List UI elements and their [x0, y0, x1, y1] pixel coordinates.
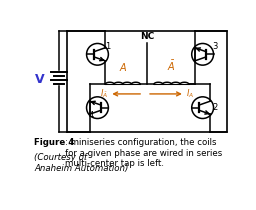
Bar — [67, 31, 227, 132]
Text: $\bar{A}$: $\bar{A}$ — [167, 59, 176, 73]
Text: 3: 3 — [212, 42, 217, 51]
Text: V: V — [35, 73, 45, 86]
Text: 4: 4 — [89, 111, 94, 120]
Text: Figure 4: Figure 4 — [34, 138, 74, 147]
Text: 2: 2 — [212, 103, 217, 112]
Text: NC: NC — [140, 32, 154, 41]
Text: $I_{\bar{A}}$: $I_{\bar{A}}$ — [100, 88, 108, 100]
Text: : miniseries configuration, the coils
for a given phase are wired in series
mult: : miniseries configuration, the coils fo… — [65, 138, 222, 168]
Text: A: A — [120, 63, 126, 73]
Text: (Courtesy of
Anaheim Automation): (Courtesy of Anaheim Automation) — [34, 153, 128, 173]
Text: 1: 1 — [105, 42, 110, 51]
Text: $I_A$: $I_A$ — [186, 88, 194, 100]
